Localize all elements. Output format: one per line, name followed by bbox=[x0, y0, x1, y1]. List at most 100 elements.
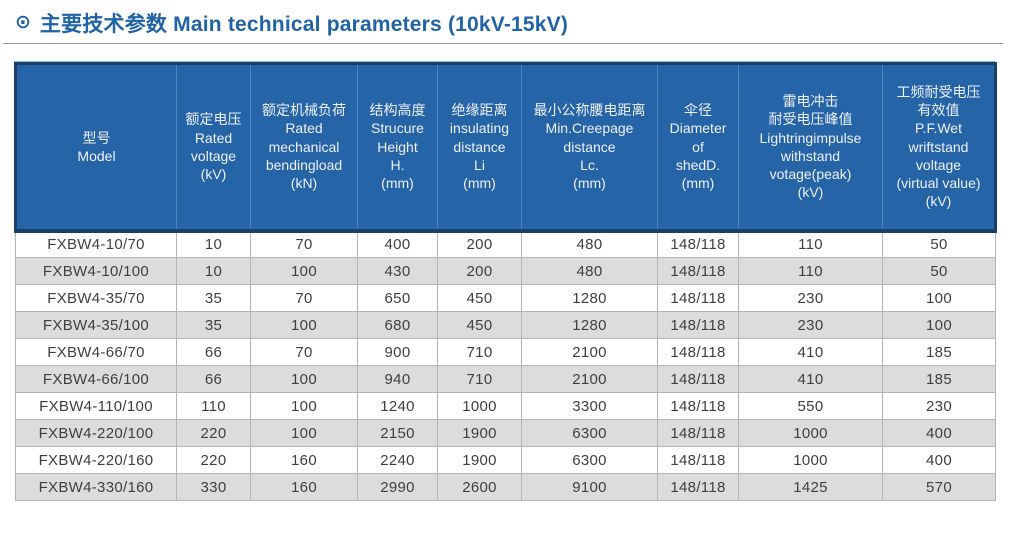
column-header-structure-height: 结构高度 Strucure Height H. (mm) bbox=[357, 62, 438, 233]
cell-structure-height: 430 bbox=[357, 257, 438, 285]
cell-mechanical-load: 100 bbox=[250, 419, 358, 447]
cell-lightning-impulse: 110 bbox=[738, 230, 883, 258]
cell-shed-diameter: 148/118 bbox=[657, 230, 739, 258]
cell-creepage-distance: 6300 bbox=[521, 446, 658, 474]
cell-insulating-distance: 2600 bbox=[437, 473, 522, 501]
cell-pf-withstand: 50 bbox=[882, 230, 996, 258]
cell-pf-withstand: 50 bbox=[882, 257, 996, 285]
cell-rated-voltage: 35 bbox=[176, 284, 251, 312]
cell-insulating-distance: 710 bbox=[437, 338, 522, 366]
cell-structure-height: 650 bbox=[357, 284, 438, 312]
column-header-insulating-distance: 绝缘距离 insulating distance Li (mm) bbox=[437, 62, 522, 233]
parameters-table: 型号 Model 额定电压 Rated voltage (kV) 额定机械负荷 … bbox=[14, 62, 997, 501]
cell-insulating-distance: 200 bbox=[437, 230, 522, 258]
cell-model: FXBW4-10/100 bbox=[15, 257, 177, 285]
table-row: FXBW4-66/70 66 70 900 710 2100 148/118 4… bbox=[15, 338, 996, 366]
cell-structure-height: 1240 bbox=[357, 392, 438, 420]
cell-creepage-distance: 480 bbox=[521, 257, 658, 285]
cell-rated-voltage: 66 bbox=[176, 338, 251, 366]
cell-structure-height: 2240 bbox=[357, 446, 438, 474]
cell-rated-voltage: 220 bbox=[176, 419, 251, 447]
table-row: FXBW4-35/100 35 100 680 450 1280 148/118… bbox=[15, 311, 996, 339]
cell-lightning-impulse: 230 bbox=[738, 311, 883, 339]
parameters-table-container: 型号 Model 额定电压 Rated voltage (kV) 额定机械负荷 … bbox=[14, 61, 997, 501]
bullet-circle-icon: ⊙ bbox=[15, 12, 31, 33]
cell-pf-withstand: 185 bbox=[882, 365, 996, 393]
cell-creepage-distance: 1280 bbox=[521, 284, 658, 312]
cell-lightning-impulse: 410 bbox=[738, 338, 883, 366]
cell-creepage-distance: 1280 bbox=[521, 311, 658, 339]
cell-model: FXBW4-220/100 bbox=[15, 419, 177, 447]
cell-model: FXBW4-66/70 bbox=[15, 338, 177, 366]
table-header-row: 型号 Model 额定电压 Rated voltage (kV) 额定机械负荷 … bbox=[14, 62, 997, 233]
cell-mechanical-load: 100 bbox=[250, 392, 358, 420]
cell-rated-voltage: 110 bbox=[176, 392, 251, 420]
cell-mechanical-load: 70 bbox=[250, 284, 358, 312]
cell-mechanical-load: 100 bbox=[250, 257, 358, 285]
table-row: FXBW4-10/100 10 100 430 200 480 148/118 … bbox=[15, 257, 996, 285]
column-header-mechanical-load: 额定机械负荷 Rated mechanical bendingload (kN) bbox=[250, 62, 358, 233]
cell-lightning-impulse: 1000 bbox=[738, 419, 883, 447]
cell-rated-voltage: 220 bbox=[176, 446, 251, 474]
cell-rated-voltage: 66 bbox=[176, 365, 251, 393]
cell-pf-withstand: 100 bbox=[882, 284, 996, 312]
cell-lightning-impulse: 1000 bbox=[738, 446, 883, 474]
column-header-lightning-impulse: 雷电冲击 耐受电压峰值 Lightringimpulse withstand v… bbox=[738, 62, 883, 233]
page-title: 主要技术参数 Main technical parameters (10kV-1… bbox=[39, 12, 569, 36]
cell-rated-voltage: 330 bbox=[176, 473, 251, 501]
cell-model: FXBW4-110/100 bbox=[15, 392, 177, 420]
cell-shed-diameter: 148/118 bbox=[657, 257, 739, 285]
table-row: FXBW4-10/70 10 70 400 200 480 148/118 11… bbox=[15, 230, 996, 258]
cell-rated-voltage: 35 bbox=[176, 311, 251, 339]
cell-mechanical-load: 160 bbox=[250, 473, 358, 501]
cell-creepage-distance: 6300 bbox=[521, 419, 658, 447]
cell-model: FXBW4-35/100 bbox=[15, 311, 177, 339]
cell-pf-withstand: 230 bbox=[882, 392, 996, 420]
cell-shed-diameter: 148/118 bbox=[657, 473, 739, 501]
cell-insulating-distance: 450 bbox=[437, 311, 522, 339]
cell-mechanical-load: 160 bbox=[250, 446, 358, 474]
cell-creepage-distance: 2100 bbox=[521, 365, 658, 393]
column-header-creepage-distance: 最小公称腰电距离 Min.Creepage distance Lc. (mm) bbox=[521, 62, 658, 233]
column-header-pf-withstand: 工频耐受电压 有效值 P.F.Wet wriftstand voltage (v… bbox=[882, 62, 997, 233]
cell-pf-withstand: 185 bbox=[882, 338, 996, 366]
cell-insulating-distance: 1900 bbox=[437, 419, 522, 447]
cell-creepage-distance: 3300 bbox=[521, 392, 658, 420]
cell-insulating-distance: 1900 bbox=[437, 446, 522, 474]
cell-mechanical-load: 100 bbox=[250, 311, 358, 339]
cell-model: FXBW4-220/160 bbox=[15, 446, 177, 474]
cell-structure-height: 2990 bbox=[357, 473, 438, 501]
cell-insulating-distance: 1000 bbox=[437, 392, 522, 420]
column-header-model: 型号 Model bbox=[14, 62, 177, 233]
cell-mechanical-load: 70 bbox=[250, 338, 358, 366]
cell-insulating-distance: 710 bbox=[437, 365, 522, 393]
cell-mechanical-load: 70 bbox=[250, 230, 358, 258]
cell-pf-withstand: 400 bbox=[882, 446, 996, 474]
table-row: FXBW4-35/70 35 70 650 450 1280 148/118 2… bbox=[15, 284, 996, 312]
cell-mechanical-load: 100 bbox=[250, 365, 358, 393]
cell-model: FXBW4-66/100 bbox=[15, 365, 177, 393]
table-row: FXBW4-220/100 220 100 2150 1900 6300 148… bbox=[15, 419, 996, 447]
cell-shed-diameter: 148/118 bbox=[657, 419, 739, 447]
cell-insulating-distance: 450 bbox=[437, 284, 522, 312]
cell-lightning-impulse: 410 bbox=[738, 365, 883, 393]
cell-lightning-impulse: 110 bbox=[738, 257, 883, 285]
table-row: FXBW4-66/100 66 100 940 710 2100 148/118… bbox=[15, 365, 996, 393]
cell-shed-diameter: 148/118 bbox=[657, 365, 739, 393]
cell-structure-height: 2150 bbox=[357, 419, 438, 447]
cell-creepage-distance: 480 bbox=[521, 230, 658, 258]
cell-rated-voltage: 10 bbox=[176, 257, 251, 285]
table-row: FXBW4-220/160 220 160 2240 1900 6300 148… bbox=[15, 446, 996, 474]
cell-shed-diameter: 148/118 bbox=[657, 284, 739, 312]
cell-creepage-distance: 9100 bbox=[521, 473, 658, 501]
cell-model: FXBW4-35/70 bbox=[15, 284, 177, 312]
cell-lightning-impulse: 550 bbox=[738, 392, 883, 420]
cell-shed-diameter: 148/118 bbox=[657, 392, 739, 420]
cell-structure-height: 940 bbox=[357, 365, 438, 393]
cell-model: FXBW4-330/160 bbox=[15, 473, 177, 501]
cell-rated-voltage: 10 bbox=[176, 230, 251, 258]
column-header-rated-voltage: 额定电压 Rated voltage (kV) bbox=[176, 62, 251, 233]
cell-pf-withstand: 100 bbox=[882, 311, 996, 339]
cell-shed-diameter: 148/118 bbox=[657, 446, 739, 474]
table-row: FXBW4-330/160 330 160 2990 2600 9100 148… bbox=[15, 473, 996, 501]
